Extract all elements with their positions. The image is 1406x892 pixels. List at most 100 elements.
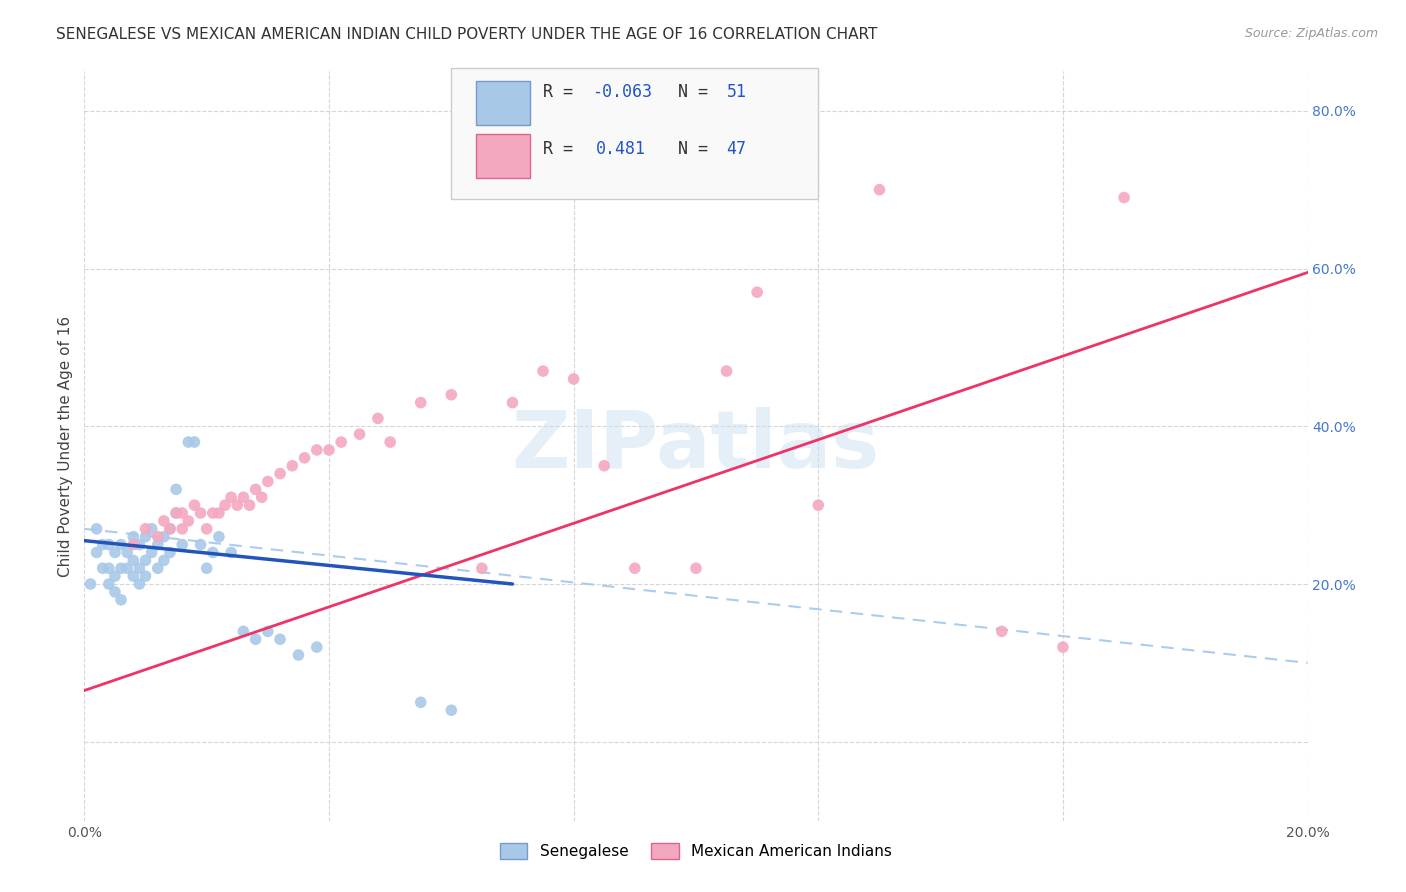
Point	[294, 450, 316, 465]
Point	[104, 569, 127, 583]
Text: -0.063: -0.063	[592, 83, 652, 101]
Point	[115, 545, 138, 559]
Point	[190, 538, 212, 552]
Text: 51: 51	[727, 83, 747, 101]
Point	[165, 483, 187, 497]
Point	[367, 411, 389, 425]
Point	[146, 561, 169, 575]
Point	[97, 538, 120, 552]
Point	[269, 467, 291, 481]
Point	[685, 561, 707, 575]
Point	[172, 506, 194, 520]
Point	[380, 435, 402, 450]
Point	[716, 364, 738, 378]
Point	[201, 545, 224, 559]
FancyBboxPatch shape	[475, 134, 530, 178]
Point	[135, 522, 157, 536]
Point	[219, 490, 242, 504]
Point	[165, 506, 187, 520]
Point	[110, 561, 132, 575]
Point	[159, 522, 181, 536]
Point	[141, 545, 163, 559]
Point	[135, 569, 157, 583]
Point	[153, 530, 176, 544]
Point	[440, 703, 463, 717]
Point	[318, 442, 340, 457]
Point	[122, 553, 145, 567]
Point	[747, 285, 769, 300]
Text: N =: N =	[678, 139, 717, 158]
Point	[201, 506, 224, 520]
Point	[128, 538, 150, 552]
Point	[287, 648, 309, 662]
Point	[104, 545, 127, 559]
Text: 0.481: 0.481	[596, 139, 645, 158]
Point	[226, 498, 249, 512]
Text: R =: R =	[543, 139, 583, 158]
Point	[624, 561, 647, 575]
Point	[110, 538, 132, 552]
Point	[991, 624, 1014, 639]
Point	[208, 530, 231, 544]
Point	[177, 514, 200, 528]
Point	[869, 183, 891, 197]
Point	[153, 514, 176, 528]
Point	[257, 475, 280, 489]
Point	[1114, 190, 1136, 204]
Point	[135, 530, 157, 544]
Point	[531, 364, 554, 378]
Text: ZIPatlas: ZIPatlas	[512, 407, 880, 485]
Point	[172, 538, 194, 552]
Point	[183, 498, 205, 512]
Point	[190, 506, 212, 520]
Y-axis label: Child Poverty Under the Age of 16: Child Poverty Under the Age of 16	[58, 316, 73, 576]
Point	[86, 522, 108, 536]
Point	[146, 530, 169, 544]
Point	[86, 545, 108, 559]
Point	[122, 538, 145, 552]
Point	[195, 522, 218, 536]
Point	[440, 388, 463, 402]
Point	[471, 561, 494, 575]
Point	[281, 458, 304, 473]
Point	[219, 545, 242, 559]
Legend: Senegalese, Mexican American Indians: Senegalese, Mexican American Indians	[494, 838, 898, 865]
Point	[110, 592, 132, 607]
Point	[409, 395, 432, 409]
Point	[141, 522, 163, 536]
Point	[122, 569, 145, 583]
Point	[257, 624, 280, 639]
Point	[214, 498, 236, 512]
Text: N =: N =	[678, 83, 717, 101]
Point	[177, 435, 200, 450]
Point	[330, 435, 353, 450]
Point	[269, 632, 291, 647]
Point	[146, 538, 169, 552]
Point	[79, 577, 101, 591]
Point	[97, 561, 120, 575]
Point	[238, 498, 260, 512]
Point	[91, 538, 114, 552]
Point	[135, 553, 157, 567]
Point	[349, 427, 371, 442]
Point	[232, 490, 254, 504]
Point	[159, 545, 181, 559]
Point	[159, 522, 181, 536]
Text: R =: R =	[543, 83, 583, 101]
Point	[562, 372, 585, 386]
Point	[128, 577, 150, 591]
Point	[208, 506, 231, 520]
Point	[91, 561, 114, 575]
Point	[232, 624, 254, 639]
FancyBboxPatch shape	[451, 68, 818, 199]
Point	[409, 695, 432, 709]
Point	[183, 435, 205, 450]
Point	[115, 561, 138, 575]
Point	[245, 483, 267, 497]
FancyBboxPatch shape	[475, 81, 530, 125]
Text: Source: ZipAtlas.com: Source: ZipAtlas.com	[1244, 27, 1378, 40]
Point	[122, 530, 145, 544]
Point	[1052, 640, 1074, 654]
Point	[195, 561, 218, 575]
Point	[305, 640, 328, 654]
